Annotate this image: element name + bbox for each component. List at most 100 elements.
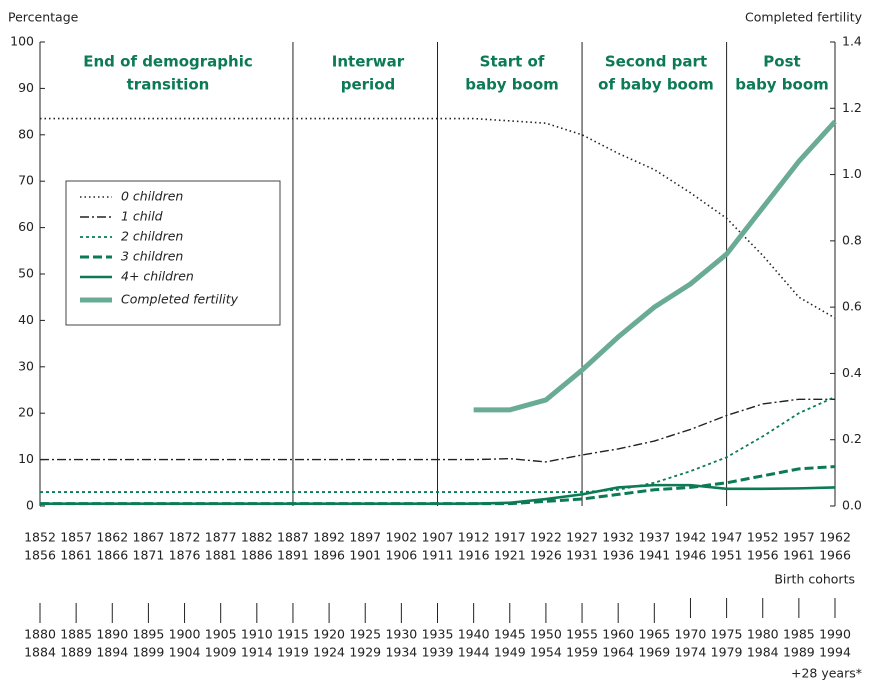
x-tick-label: 1966 <box>819 548 851 563</box>
period-label: transition <box>127 76 210 94</box>
x-tick-label: 1907 <box>422 530 454 545</box>
x-tick-label: 1886 <box>241 548 273 563</box>
y2-axis-title: Completed fertility <box>745 10 863 25</box>
x-tick-label: 1857 <box>60 530 92 545</box>
line-series <box>40 117 836 319</box>
x2-tick-label: 1914 <box>241 645 273 660</box>
y2-tick-label: 1.2 <box>842 100 862 115</box>
y-tick-label: 70 <box>18 173 34 188</box>
x-tick-label: 1872 <box>169 530 201 545</box>
x2-tick-label: 1985 <box>783 627 815 642</box>
x2-tick-label: 1915 <box>277 627 309 642</box>
x-tick-label: 1957 <box>783 530 815 545</box>
x-tick-label: 1881 <box>205 548 237 563</box>
x2-tick-label: 1989 <box>783 645 815 660</box>
y-tick-label: 60 <box>18 219 34 234</box>
x2-tick-label: 1945 <box>494 627 526 642</box>
y-tick-label: 90 <box>18 80 34 95</box>
x-tick-label: 1961 <box>783 548 815 563</box>
x-tick-label: 1942 <box>675 530 707 545</box>
y2-tick-label: 0.0 <box>842 498 862 513</box>
x2-tick-label: 1884 <box>24 645 56 660</box>
x-tick-label: 1862 <box>96 530 128 545</box>
y2-tick-label: 0.8 <box>842 232 862 247</box>
legend-label: Completed fertility <box>121 292 239 307</box>
x-tick-label: 1921 <box>494 548 526 563</box>
x-tick-label: 1856 <box>24 548 56 563</box>
y-tick-label: 40 <box>18 312 34 327</box>
period-label: Second part <box>605 53 707 71</box>
period-label: Start of <box>480 53 545 71</box>
legend-label: 0 children <box>121 189 183 204</box>
x-tick-label: 1852 <box>24 530 56 545</box>
y2-tick-label: 0.2 <box>842 431 862 446</box>
x-tick-label: 1962 <box>819 530 851 545</box>
x-tick-label: 1867 <box>133 530 165 545</box>
x2-tick-label: 1910 <box>241 627 273 642</box>
x-tick-label: 1922 <box>530 530 562 545</box>
x2-tick-label: 1970 <box>675 627 707 642</box>
x-tick-label: 1891 <box>277 548 309 563</box>
x-tick-label: 1947 <box>711 530 743 545</box>
period-label: Interwar <box>332 53 405 71</box>
x-tick-label: 1926 <box>530 548 562 563</box>
x2-tick-label: 1964 <box>602 645 634 660</box>
x2-tick-label: 1975 <box>711 627 743 642</box>
x-tick-label: 1902 <box>385 530 417 545</box>
x2-tick-label: 1890 <box>96 627 128 642</box>
x2-tick-label: 1969 <box>638 645 670 660</box>
x2-tick-label: 1990 <box>819 627 851 642</box>
x-tick-label: 1866 <box>96 548 128 563</box>
legend-label: 2 children <box>121 229 183 244</box>
x-tick-label: 1887 <box>277 530 309 545</box>
x2-tick-label: 1920 <box>313 627 345 642</box>
x2-tick-label: 1900 <box>169 627 201 642</box>
x-tick-label: 1901 <box>349 548 381 563</box>
y2-tick-label: 0.6 <box>842 299 862 314</box>
y-tick-label: 0 <box>26 498 34 513</box>
x2-tick-label: 1939 <box>422 645 454 660</box>
x-tick-label: 1927 <box>566 530 598 545</box>
x-tick-label: 1897 <box>349 530 381 545</box>
x-tick-label: 1876 <box>169 548 201 563</box>
y-tick-label: 100 <box>10 34 34 49</box>
x-tick-label: 1952 <box>747 530 779 545</box>
legend-box <box>65 180 281 326</box>
legend-label: 3 children <box>121 249 183 264</box>
x-tick-label: 1931 <box>566 548 598 563</box>
x-tick-label: 1896 <box>313 548 345 563</box>
x-tick-label: 1912 <box>458 530 490 545</box>
x2-tick-label: 1979 <box>711 645 743 660</box>
x-tick-label: 1882 <box>241 530 273 545</box>
x-tick-label: 1911 <box>422 548 454 563</box>
x2-tick-label: 1955 <box>566 627 598 642</box>
period-label: baby boom <box>465 76 559 94</box>
x2-tick-label: 1954 <box>530 645 562 660</box>
x2-tick-label: 1934 <box>385 645 417 660</box>
line-series <box>40 483 836 505</box>
y-tick-label: 10 <box>18 451 34 466</box>
x2-tick-label: 1929 <box>349 645 381 660</box>
x2-tick-label: 1944 <box>458 645 490 660</box>
x2-tick-label: 1880 <box>24 627 56 642</box>
x-tick-label: 1941 <box>638 548 670 563</box>
x-tick-label: 1932 <box>602 530 634 545</box>
x2-tick-label: 1919 <box>277 645 309 660</box>
x-tick-label: 1917 <box>494 530 526 545</box>
x-tick-label: 1936 <box>602 548 634 563</box>
x-tick-label: 1937 <box>638 530 670 545</box>
period-label: Post <box>763 53 800 71</box>
legend-label: 1 child <box>121 209 163 224</box>
x-tick-label: 1906 <box>385 548 417 563</box>
period-label: baby boom <box>735 76 829 94</box>
x2-tick-label: 1925 <box>349 627 381 642</box>
line-series <box>473 119 837 413</box>
legend-label: 4+ children <box>121 269 194 284</box>
period-label: End of demographic <box>83 53 253 71</box>
x2-tick-label: 1980 <box>747 627 779 642</box>
x2-tick-label: 1889 <box>60 645 92 660</box>
x2-tick-label: 1904 <box>169 645 201 660</box>
x-tick-label: 1892 <box>313 530 345 545</box>
line-series <box>40 398 835 463</box>
